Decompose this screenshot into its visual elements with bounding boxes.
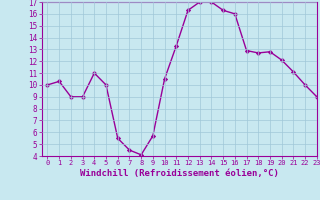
X-axis label: Windchill (Refroidissement éolien,°C): Windchill (Refroidissement éolien,°C) [80, 169, 279, 178]
